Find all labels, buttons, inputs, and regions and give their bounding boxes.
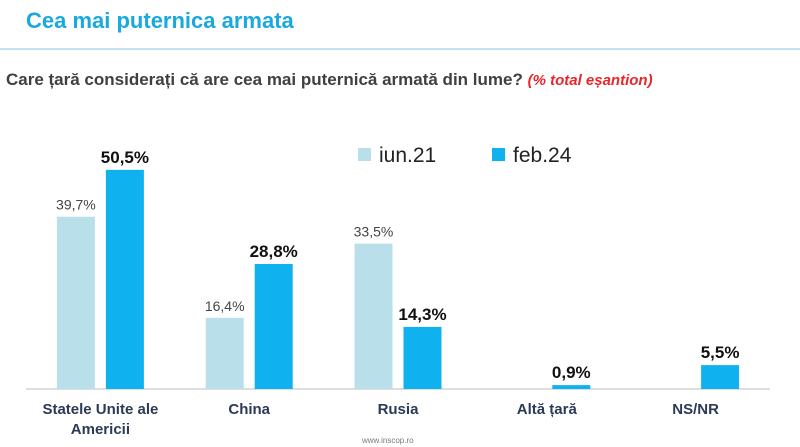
bar-iun.21-1	[205, 317, 244, 389]
data-label-feb.24-1: 28,8%	[250, 242, 298, 261]
data-label-feb.24-3: 0,9%	[552, 363, 591, 382]
data-label-iun.21-2: 33,5%	[354, 224, 394, 240]
sample-note: (% total eșantion)	[527, 72, 653, 89]
category-label-2: Rusia	[378, 401, 420, 418]
data-label-feb.24-0: 50,5%	[101, 148, 149, 167]
legend-swatch-feb.24	[492, 148, 505, 161]
source-footer: www.inscop.ro	[362, 436, 414, 445]
data-label-iun.21-1: 16,4%	[205, 298, 245, 314]
legend-label-iun.21: iun.21	[379, 144, 436, 167]
survey-question: Care țară considerați că are cea mai put…	[6, 70, 800, 90]
category-label-0-line0: Statele Unite ale	[42, 401, 158, 418]
bar-feb.24-1	[254, 264, 293, 389]
bar-feb.24-4	[701, 365, 740, 389]
title-divider	[0, 48, 800, 50]
data-label-iun.21-0: 39,7%	[56, 197, 96, 213]
category-label-3: Altă țară	[517, 401, 578, 418]
data-label-feb.24-2: 14,3%	[398, 305, 446, 324]
page-title: Cea mai puternica armata	[26, 8, 294, 33]
legend-label-feb.24: feb.24	[513, 144, 572, 167]
category-label-4: NS/NR	[672, 401, 719, 418]
bar-iun.21-2	[354, 243, 393, 389]
bar-feb.24-0	[105, 169, 144, 389]
category-label-1: China	[228, 401, 270, 418]
legend-swatch-iun.21	[358, 148, 371, 161]
bar-iun.21-0	[56, 216, 95, 389]
bar-feb.24-3	[552, 385, 591, 389]
bar-feb.24-2	[403, 326, 442, 389]
question-text: Care țară considerați că are cea mai put…	[6, 70, 523, 89]
category-label-0-line1: Americii	[71, 421, 130, 438]
data-label-feb.24-4: 5,5%	[701, 343, 740, 362]
